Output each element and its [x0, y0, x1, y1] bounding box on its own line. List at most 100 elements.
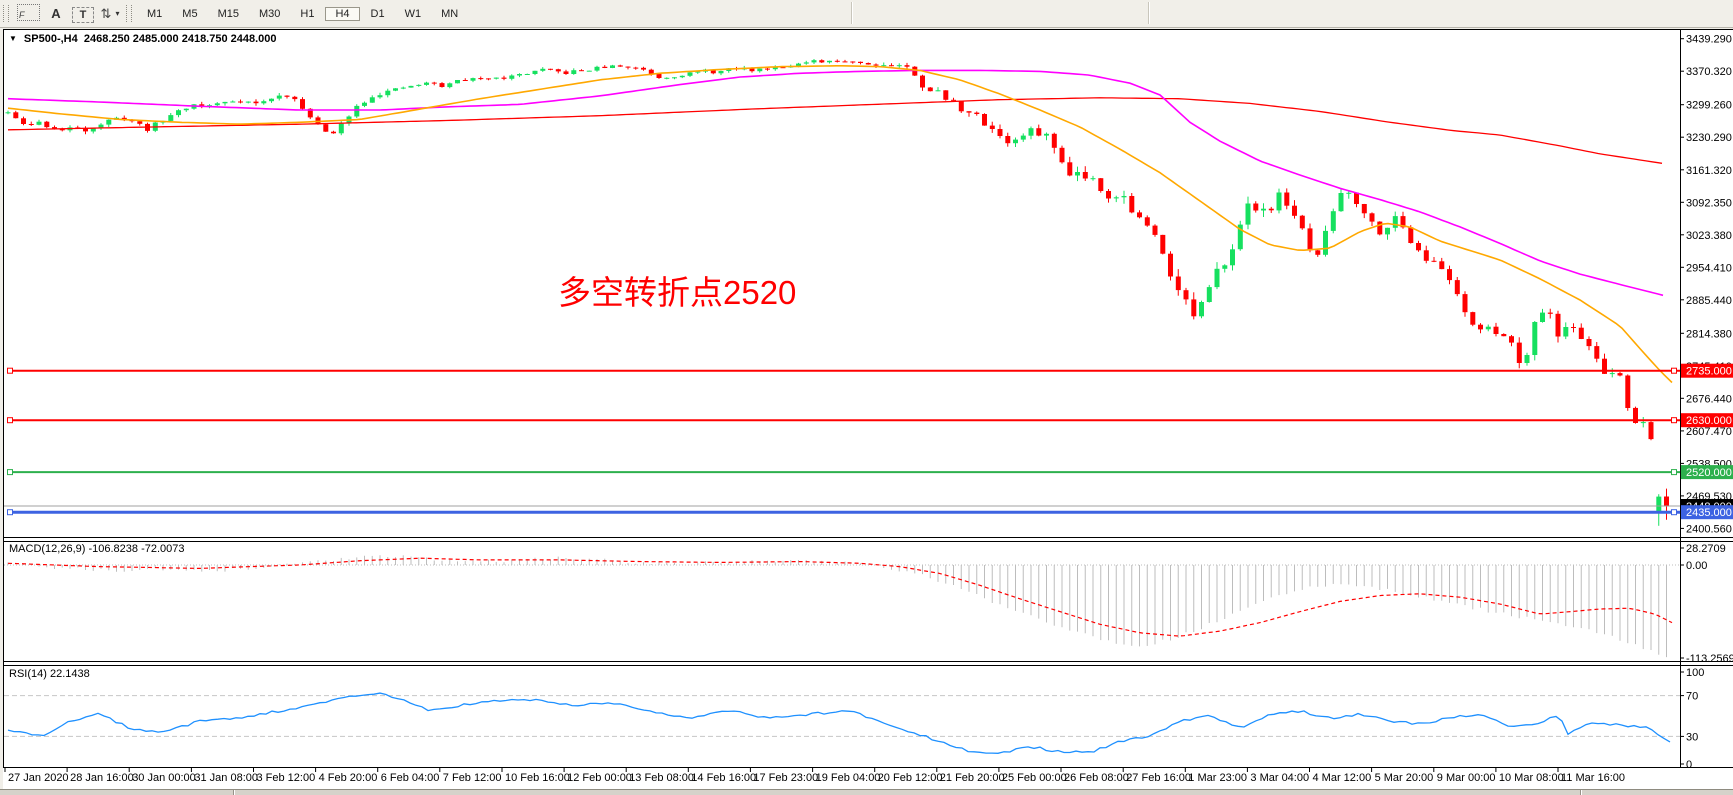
time-axis-label: 14 Feb 16:00 [691, 772, 756, 784]
macd-axis-label: -113.2569 [1686, 653, 1733, 665]
time-axis-label: 9 Mar 00:00 [1437, 772, 1496, 784]
timeframe-button-W1[interactable]: W1 [404, 7, 422, 20]
timeframe-button-M15[interactable]: M15 [217, 7, 239, 20]
level-price-badge [1681, 363, 1733, 378]
level-handle[interactable] [7, 509, 13, 516]
status-cell-divider [233, 790, 234, 795]
timeframe-button-H4[interactable]: H4 [325, 6, 360, 21]
macd-axis-label: 28.2709 [1686, 543, 1726, 555]
level-handle[interactable] [1671, 469, 1677, 476]
level-handle[interactable] [1671, 367, 1677, 374]
rsi-axis-label: 100 [1686, 667, 1704, 679]
toolbar-separator [1148, 2, 1149, 24]
macd-histogram [7, 555, 1667, 658]
status-cell-divider [1580, 790, 1581, 795]
price-axis-label: 2607.470 [1686, 426, 1732, 438]
time-axis-label: 5 Mar 20:00 [1375, 772, 1434, 784]
rsi-value: 22.1438 [49, 668, 90, 680]
timeframe-button-M1[interactable]: M1 [147, 7, 163, 20]
level-price-badge [1681, 505, 1733, 520]
level-handle[interactable] [1671, 509, 1677, 516]
level-handle[interactable] [7, 417, 13, 424]
time-axis-label: 3 Mar 04:00 [1250, 772, 1309, 784]
time-axis-label: 10 Mar 08:00 [1499, 772, 1564, 784]
level-price-badge-text: 2520.000 [1686, 467, 1732, 479]
price-axis-label: 3370.320 [1686, 66, 1732, 78]
status-bar [0, 789, 1733, 795]
chart-text-annotation[interactable]: 多空转折点2520 [558, 274, 797, 311]
price-axis-label: 3299.260 [1686, 100, 1732, 112]
macd-name: MACD(12,26,9) [9, 543, 86, 555]
text-t-icon[interactable]: T [72, 6, 94, 23]
time-axis-label: 6 Feb 04:00 [381, 772, 440, 784]
rsi-axis-label: 30 [1686, 731, 1698, 743]
level-handle[interactable] [7, 469, 13, 476]
timeframe-button-MN[interactable]: MN [441, 7, 459, 20]
price-axis-label: 3023.380 [1686, 230, 1732, 242]
rsi-indicator-label: RSI(14) 22.1438 [9, 668, 90, 680]
level-price-badge-text: 2735.000 [1686, 366, 1732, 378]
price-axis-label: 2814.380 [1686, 328, 1732, 340]
time-axis-label: 4 Mar 12:00 [1313, 772, 1372, 784]
macd-signal-line [7, 557, 1673, 637]
time-axis-label: 13 Feb 08:00 [629, 772, 694, 784]
moving-averages [7, 65, 1673, 384]
object-arrows-icon[interactable]: ⇅ ▾ [100, 5, 120, 21]
time-axis-label: 30 Jan 00:00 [132, 772, 196, 784]
toolbar-separator [851, 2, 852, 24]
drawing-tool-group: F A T ⇅ ▾ [14, 3, 123, 24]
chart-background [3, 29, 1733, 789]
time-axis-label: 17 Feb 23:00 [753, 772, 818, 784]
macd-values: -106.8238 -72.0073 [88, 543, 185, 555]
price-axis-label: 3161.320 [1686, 165, 1732, 177]
chart-canvas[interactable]: 3439.290 3370.320 3299.260 3230.290 3161.320… [0, 28, 1733, 789]
price-axis-label: 2885.440 [1686, 295, 1732, 307]
level-price-badge-text: 2630.000 [1686, 415, 1732, 427]
level-price-badge-text: 2435.000 [1686, 507, 1732, 519]
time-axis-label: 27 Jan 2020 [8, 772, 69, 784]
price-plot-area[interactable] [4, 30, 1680, 537]
timeframe-button-M30[interactable]: M30 [258, 7, 281, 20]
timeframe-button-D1[interactable]: D1 [370, 7, 385, 20]
price-axis-label: 2954.410 [1686, 262, 1732, 274]
level-price-badge [1681, 465, 1733, 480]
toolbar-grip[interactable] [3, 5, 9, 22]
rsi-axis-label: 70 [1686, 691, 1698, 703]
ma-fast-line [7, 65, 1673, 384]
price-axis-label: 3230.290 [1686, 132, 1732, 144]
time-axis-label: 19 Feb 04:00 [816, 772, 881, 784]
time-axis-label: 12 Feb 00:00 [567, 772, 632, 784]
price-axis-labels: 3439.290 3370.320 3299.260 3230.290 3161.320… [1680, 34, 1732, 535]
level-handle[interactable] [7, 367, 13, 374]
price-axis-label: 2400.560 [1686, 523, 1732, 535]
timeframe-toolbar-grip[interactable] [126, 5, 132, 22]
time-axis-label: 25 Feb 00:00 [1002, 772, 1067, 784]
timeframe-button-M5[interactable]: M5 [182, 7, 198, 20]
symbol-ohlc-text: SP500-,H4 2468.250 2485.000 2418.750 244… [23, 33, 277, 45]
time-axis-label: 3 Feb 12:00 [257, 772, 316, 784]
chart-collapse-icon[interactable]: ▼ [9, 34, 17, 43]
macd-axis-label: 0.00 [1686, 560, 1707, 572]
time-axis-label: 28 Jan 16:00 [70, 772, 134, 784]
level-price-badge [1681, 413, 1733, 428]
time-axis-label: 27 Feb 16:00 [1126, 772, 1191, 784]
top-toolbar: F A T ⇅ ▾ M1 M5 M15 M30 H1 H4 D1 W1 MN [0, 0, 1733, 28]
timeframe-button-group: M1 M5 M15 M30 H1 H4 D1 W1 MN [137, 4, 468, 24]
grid-f-icon[interactable]: F [17, 3, 40, 21]
ma-mid-line [7, 69, 1664, 297]
timeframe-button-H1[interactable]: H1 [300, 7, 315, 20]
price-axis-label: 2676.440 [1686, 393, 1732, 405]
time-axis-label: 31 Jan 08:00 [194, 772, 258, 784]
rsi-line [7, 692, 1671, 754]
time-axis-label: 20 Feb 12:00 [878, 772, 943, 784]
time-axis-label: 4 Feb 20:00 [319, 772, 378, 784]
macd-indicator-label: MACD(12,26,9) -106.8238 -72.0073 [9, 543, 185, 555]
time-axis-label: 7 Feb 12:00 [443, 772, 502, 784]
level-handle[interactable] [1671, 417, 1677, 424]
time-axis-label: 10 Feb 16:00 [505, 772, 570, 784]
time-axis-label: 21 Feb 20:00 [940, 772, 1005, 784]
dropdown-caret-icon[interactable]: ▾ [115, 9, 120, 19]
label-a-icon[interactable]: A [51, 5, 61, 21]
rsi-name: RSI(14) [9, 668, 47, 680]
